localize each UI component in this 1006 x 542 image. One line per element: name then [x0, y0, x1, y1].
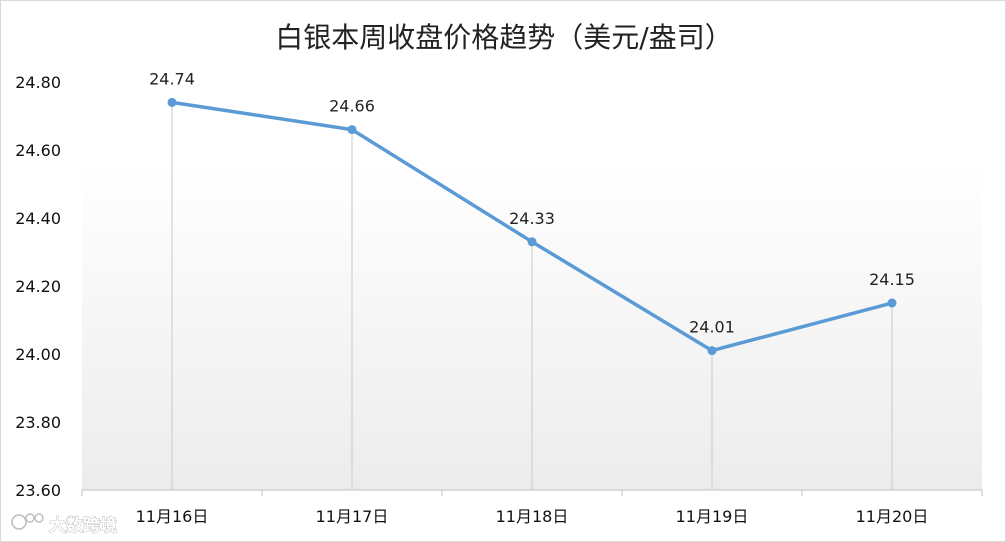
- y-axis-ticks: 23.60 23.80 24.00 24.20 24.40 24.60 24.80: [15, 73, 61, 500]
- x-tick-label: 11月20日: [856, 507, 929, 526]
- data-point: [887, 298, 897, 308]
- data-label: 24.15: [869, 270, 915, 289]
- x-tick-label: 11月17日: [316, 507, 389, 526]
- x-axis: 11月16日 11月17日 11月18日 11月19日 11月20日: [81, 489, 983, 526]
- drop-lines: [171, 102, 893, 490]
- x-tick-label: 11月19日: [676, 507, 749, 526]
- data-point: [707, 346, 717, 356]
- y-tick-label: 23.60: [15, 481, 61, 500]
- y-tick-label: 24.60: [15, 141, 61, 160]
- watermark-text: 大数跨境: [49, 515, 117, 536]
- x-tick-label: 11月16日: [136, 507, 209, 526]
- chart-title: 白银本周收盘价格趋势（美元/盎司）: [275, 21, 732, 54]
- data-point: [167, 97, 177, 107]
- watermark: 大数跨境: [11, 513, 117, 536]
- y-tick-label: 24.40: [15, 209, 61, 228]
- data-label: 24.74: [149, 69, 195, 88]
- y-tick-label: 24.20: [15, 277, 61, 296]
- y-tick-label: 24.80: [15, 73, 61, 92]
- data-label: 24.33: [509, 209, 555, 228]
- data-label: 24.01: [689, 318, 735, 337]
- data-points: [167, 97, 897, 356]
- y-tick-label: 23.80: [15, 413, 61, 432]
- data-labels: 24.74 24.66 24.33 24.01 24.15: [149, 69, 915, 336]
- data-point: [347, 125, 357, 135]
- data-point: [527, 237, 537, 247]
- logo-icon: [11, 513, 44, 530]
- y-tick-label: 24.00: [15, 345, 61, 364]
- x-tick-label: 11月18日: [496, 507, 569, 526]
- data-label: 24.66: [329, 97, 375, 116]
